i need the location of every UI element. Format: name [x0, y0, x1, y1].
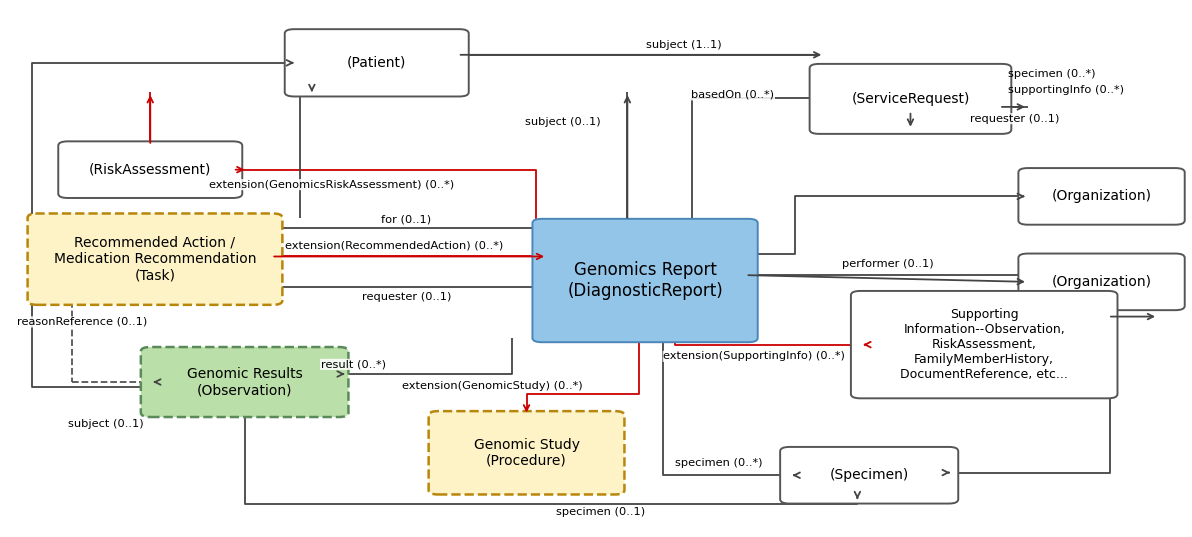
- Text: extension(GenomicsRiskAssessment) (0..*): extension(GenomicsRiskAssessment) (0..*): [210, 180, 454, 190]
- Text: Genomic Study
(Procedure): Genomic Study (Procedure): [473, 438, 579, 468]
- Text: Genomic Results
(Observation): Genomic Results (Observation): [187, 367, 303, 397]
- Text: Genomics Report
(DiagnosticReport): Genomics Report (DiagnosticReport): [567, 261, 724, 300]
- FancyBboxPatch shape: [429, 411, 625, 495]
- Text: (Organization): (Organization): [1051, 275, 1151, 289]
- Text: requester (0..1): requester (0..1): [970, 114, 1060, 124]
- Text: (RiskAssessment): (RiskAssessment): [89, 163, 211, 177]
- Text: specimen (0..1): specimen (0..1): [557, 507, 645, 517]
- FancyBboxPatch shape: [780, 447, 958, 504]
- Text: subject (0..1): subject (0..1): [68, 419, 143, 430]
- Text: requester (0..1): requester (0..1): [361, 292, 451, 302]
- Text: (Patient): (Patient): [347, 56, 406, 70]
- Text: supportingInfo (0..*): supportingInfo (0..*): [1007, 84, 1124, 95]
- Text: extension(RecommendedAction) (0..*): extension(RecommendedAction) (0..*): [285, 241, 503, 251]
- FancyBboxPatch shape: [1018, 253, 1185, 310]
- Text: reasonReference (0..1): reasonReference (0..1): [17, 317, 147, 327]
- Text: specimen (0..*): specimen (0..*): [675, 459, 763, 468]
- Text: (Specimen): (Specimen): [830, 468, 908, 482]
- Text: Recommended Action /
Medication Recommendation
(Task): Recommended Action / Medication Recommen…: [54, 236, 256, 282]
- FancyBboxPatch shape: [141, 347, 348, 417]
- FancyBboxPatch shape: [851, 291, 1117, 398]
- Text: performer (0..1): performer (0..1): [843, 259, 933, 270]
- Text: extension(SupportingInfo) (0..*): extension(SupportingInfo) (0..*): [663, 351, 845, 361]
- Text: subject (0..1): subject (0..1): [524, 117, 601, 127]
- Text: extension(GenomicStudy) (0..*): extension(GenomicStudy) (0..*): [402, 381, 583, 391]
- FancyBboxPatch shape: [533, 219, 758, 342]
- Text: specimen (0..*): specimen (0..*): [1007, 69, 1095, 78]
- FancyBboxPatch shape: [809, 64, 1011, 134]
- Text: result (0..*): result (0..*): [321, 359, 386, 369]
- FancyBboxPatch shape: [285, 29, 468, 97]
- Text: basedOn (0..*): basedOn (0..*): [691, 90, 775, 100]
- Text: (Organization): (Organization): [1051, 190, 1151, 204]
- FancyBboxPatch shape: [58, 141, 242, 198]
- Text: (ServiceRequest): (ServiceRequest): [851, 92, 969, 106]
- FancyBboxPatch shape: [1018, 168, 1185, 224]
- FancyBboxPatch shape: [27, 214, 283, 305]
- Text: subject (1..1): subject (1..1): [646, 40, 721, 50]
- Text: for (0..1): for (0..1): [381, 215, 432, 225]
- Text: Supporting
Information--Observation,
RiskAssessment,
FamilyMemberHistory,
Docume: Supporting Information--Observation, Ris…: [900, 308, 1068, 381]
